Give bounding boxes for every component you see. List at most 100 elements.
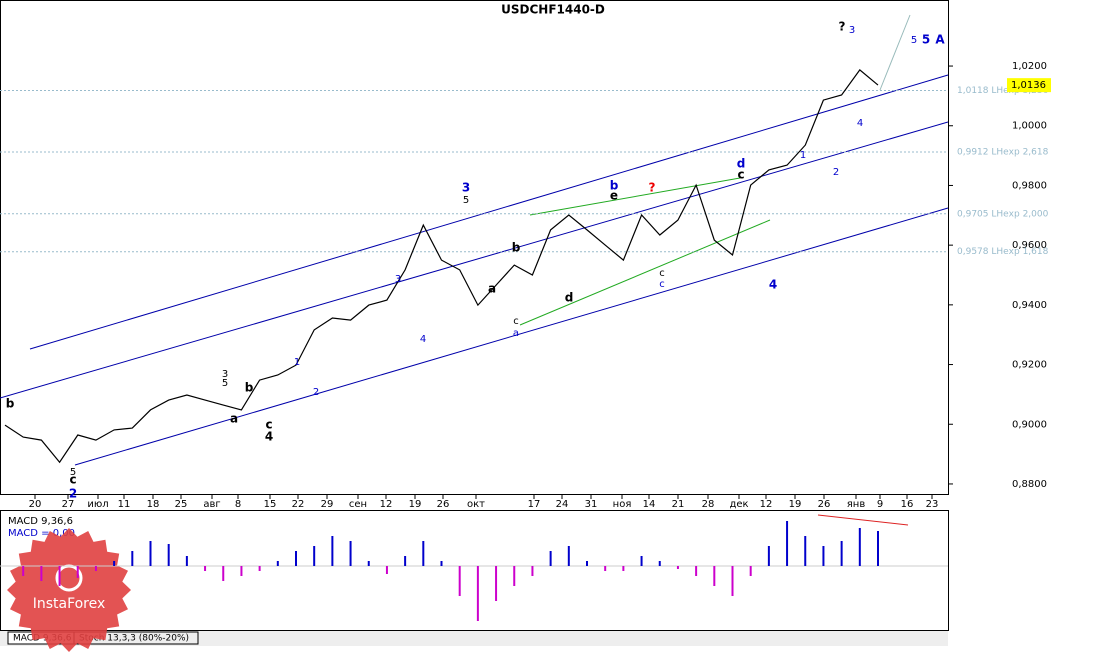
x-tick-label: 25 — [175, 499, 188, 510]
x-tick-label: 22 — [292, 499, 305, 510]
wave-label: b — [610, 179, 619, 193]
last-price-box — [1007, 78, 1051, 93]
divergence-line — [817, 514, 909, 526]
y-tick-label: 0,9200 — [1012, 360, 1047, 371]
x-tick-label: 29 — [321, 499, 334, 510]
wave-label: c — [265, 418, 272, 432]
x-tick-label: 26 — [818, 499, 831, 510]
x-tick-label: 26 — [437, 499, 450, 510]
wave-label: 3 — [222, 369, 228, 380]
channel-line — [0, 121, 949, 399]
x-tick-label: 28 — [702, 499, 715, 510]
wave-label: ? — [649, 181, 656, 195]
wave-label: b — [512, 241, 521, 255]
wave-label: c — [69, 473, 76, 487]
wave-label: 4 — [265, 430, 273, 444]
wave-label: c — [659, 268, 665, 279]
wave-label: 5 — [463, 195, 469, 206]
x-tick-label: 15 — [264, 499, 277, 510]
x-tick-label: 19 — [409, 499, 422, 510]
x-tick-label: янв — [847, 499, 866, 510]
x-tick-label: 9 — [877, 499, 883, 510]
y-tick-label: 0,9000 — [1012, 419, 1047, 430]
wave-label: 2 — [833, 167, 839, 178]
wave-label: A — [935, 33, 945, 47]
wave-label: a — [488, 282, 496, 296]
wave-label: b — [6, 397, 15, 411]
wave-label: c — [513, 316, 519, 327]
macd-frame — [0, 510, 949, 631]
x-tick-label: 12 — [760, 499, 773, 510]
channel-line — [74, 207, 949, 466]
tab-label[interactable]: Stoch 13,3,3 (80%-20%) — [79, 634, 189, 644]
x-tick-label: 11 — [118, 499, 131, 510]
wave-label: 3 — [462, 181, 470, 195]
x-tick-label: 16 — [901, 499, 914, 510]
last-price-label: 1,0136 — [1011, 80, 1046, 91]
wave-label: 5 — [222, 378, 228, 389]
wave-label: 5 — [911, 35, 917, 46]
wave-label: 3 — [849, 25, 855, 36]
x-tick-label: 19 — [789, 499, 802, 510]
y-tick-label: 1,0000 — [1012, 121, 1047, 132]
wave-label: 4 — [420, 334, 426, 345]
logo-text: InstaForex — [33, 596, 106, 612]
x-tick-label: 12 — [380, 499, 393, 510]
x-tick-label: 23 — [926, 499, 939, 510]
level-label: 0,9912 LНехр 2,618 — [957, 148, 1049, 158]
y-tick-label: 1,0200 — [1012, 61, 1047, 72]
wave-label: b — [245, 381, 254, 395]
x-tick-label: ноя — [613, 499, 632, 510]
projection-line — [879, 14, 911, 91]
wave-label: 2 — [313, 387, 319, 398]
price-line — [4, 69, 879, 464]
x-tick-label: июл — [87, 499, 108, 510]
y-tick-label: 0,9600 — [1012, 240, 1047, 251]
y-tick-label: 0,8800 — [1012, 479, 1047, 490]
wave-label: 5 — [922, 33, 930, 47]
wave-label: ? — [839, 20, 846, 34]
x-tick-label: 20 — [29, 499, 42, 510]
level-label: 0,9705 LНехр 2,000 — [957, 209, 1049, 219]
wave-label: e — [610, 189, 618, 203]
x-tick-label: окт — [467, 499, 485, 510]
x-tick-label: дек — [729, 499, 748, 510]
wave-label: 3 — [395, 274, 401, 285]
plot-frame — [0, 0, 949, 495]
x-tick-label: 21 — [672, 499, 685, 510]
macd-title: MACD 9,36,6 — [8, 516, 73, 527]
x-tick-label: 14 — [643, 499, 656, 510]
wave-label: d — [565, 291, 574, 305]
channel-line — [29, 74, 949, 350]
tab-label[interactable]: MACD 9,36,6 — [13, 634, 72, 644]
x-tick-label: 8 — [235, 499, 241, 510]
wave-label: c — [737, 168, 744, 182]
wave-label: a — [513, 328, 519, 339]
wave-label: 4 — [857, 118, 863, 129]
wave-label: 1 — [294, 357, 300, 368]
x-tick-label: 31 — [585, 499, 598, 510]
level-label: 0,9578 LНехр 1,618 — [957, 247, 1049, 257]
logo: InstaForex — [7, 528, 131, 652]
wave-label: 1 — [800, 150, 806, 161]
x-tick-label: 17 — [528, 499, 541, 510]
macd-value: MACD = 0,00 — [8, 528, 75, 539]
wave-label: d — [737, 157, 746, 171]
x-tick-label: авг — [203, 499, 220, 510]
wave-label: 4 — [769, 278, 777, 292]
level-label: 1,0118 LНехр 3,236 — [957, 86, 1049, 96]
wave-label: a — [230, 412, 238, 426]
trend-line — [519, 219, 771, 326]
x-tick-label: 27 — [62, 499, 75, 510]
chart-title: USDCHF1440-D — [501, 3, 605, 17]
x-tick-label: сен — [349, 499, 367, 510]
y-tick-label: 0,9400 — [1012, 300, 1047, 311]
wave-label: 5 — [70, 467, 76, 478]
tab-bar — [0, 631, 948, 646]
x-tick-label: 18 — [147, 499, 160, 510]
y-tick-label: 0,9800 — [1012, 180, 1047, 191]
trend-line — [529, 177, 741, 216]
wave-label: c — [659, 279, 665, 290]
